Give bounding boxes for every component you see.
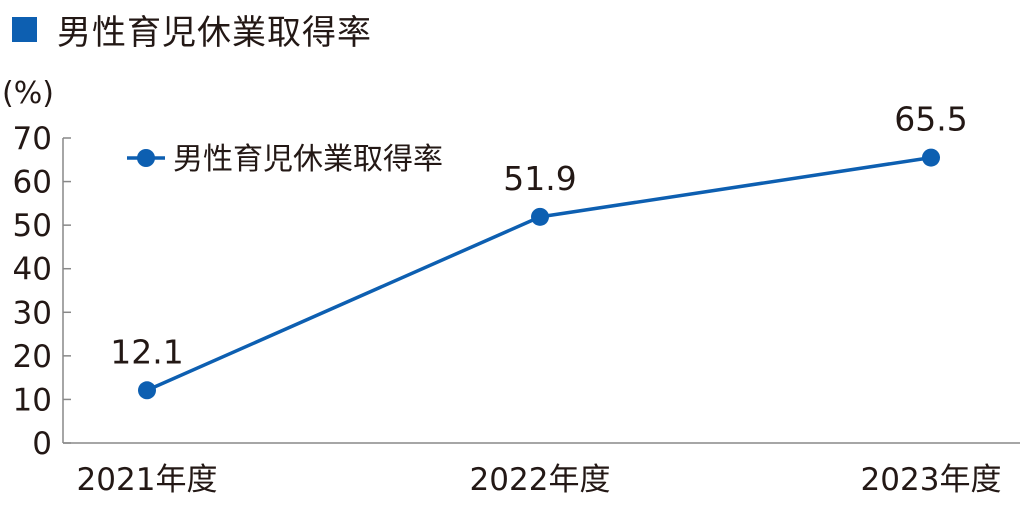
data-point [531, 207, 549, 226]
data-point [922, 148, 940, 167]
y-tick-label: 40 [13, 252, 52, 288]
y-axis-unit-label: (%) [2, 76, 54, 111]
y-tick-label: 0 [32, 426, 52, 462]
x-tick-label: 2021年度 [77, 462, 218, 498]
data-label: 65.5 [894, 100, 967, 139]
x-tick-label: 2022年度 [470, 462, 611, 498]
chart-title-row: 男性育児休業取得率 [12, 6, 372, 53]
y-tick-label: 30 [13, 295, 52, 331]
series-layer: 12.1 51.9 65.5 [110, 100, 968, 400]
legend-marker [137, 149, 155, 167]
y-tick-label: 70 [13, 121, 52, 157]
legend-label: 男性育児休業取得率 [173, 142, 443, 177]
data-point [138, 381, 156, 400]
x-tick-labels: 2021年度 2022年度 2023年度 [77, 462, 1002, 498]
y-tick-label: 60 [13, 165, 52, 201]
chart-title: 男性育児休業取得率 [57, 12, 372, 53]
legend: 男性育児休業取得率 [127, 142, 443, 177]
data-label: 51.9 [503, 159, 576, 198]
y-tick-labels: 0 10 20 30 40 50 60 70 [13, 121, 71, 462]
x-tick-label: 2023年度 [861, 462, 1002, 498]
y-tick-label: 20 [13, 339, 52, 375]
y-tick-label: 50 [13, 208, 52, 244]
data-label: 12.1 [110, 332, 183, 371]
title-square-icon [12, 16, 37, 42]
y-tick-label: 10 [13, 382, 52, 418]
